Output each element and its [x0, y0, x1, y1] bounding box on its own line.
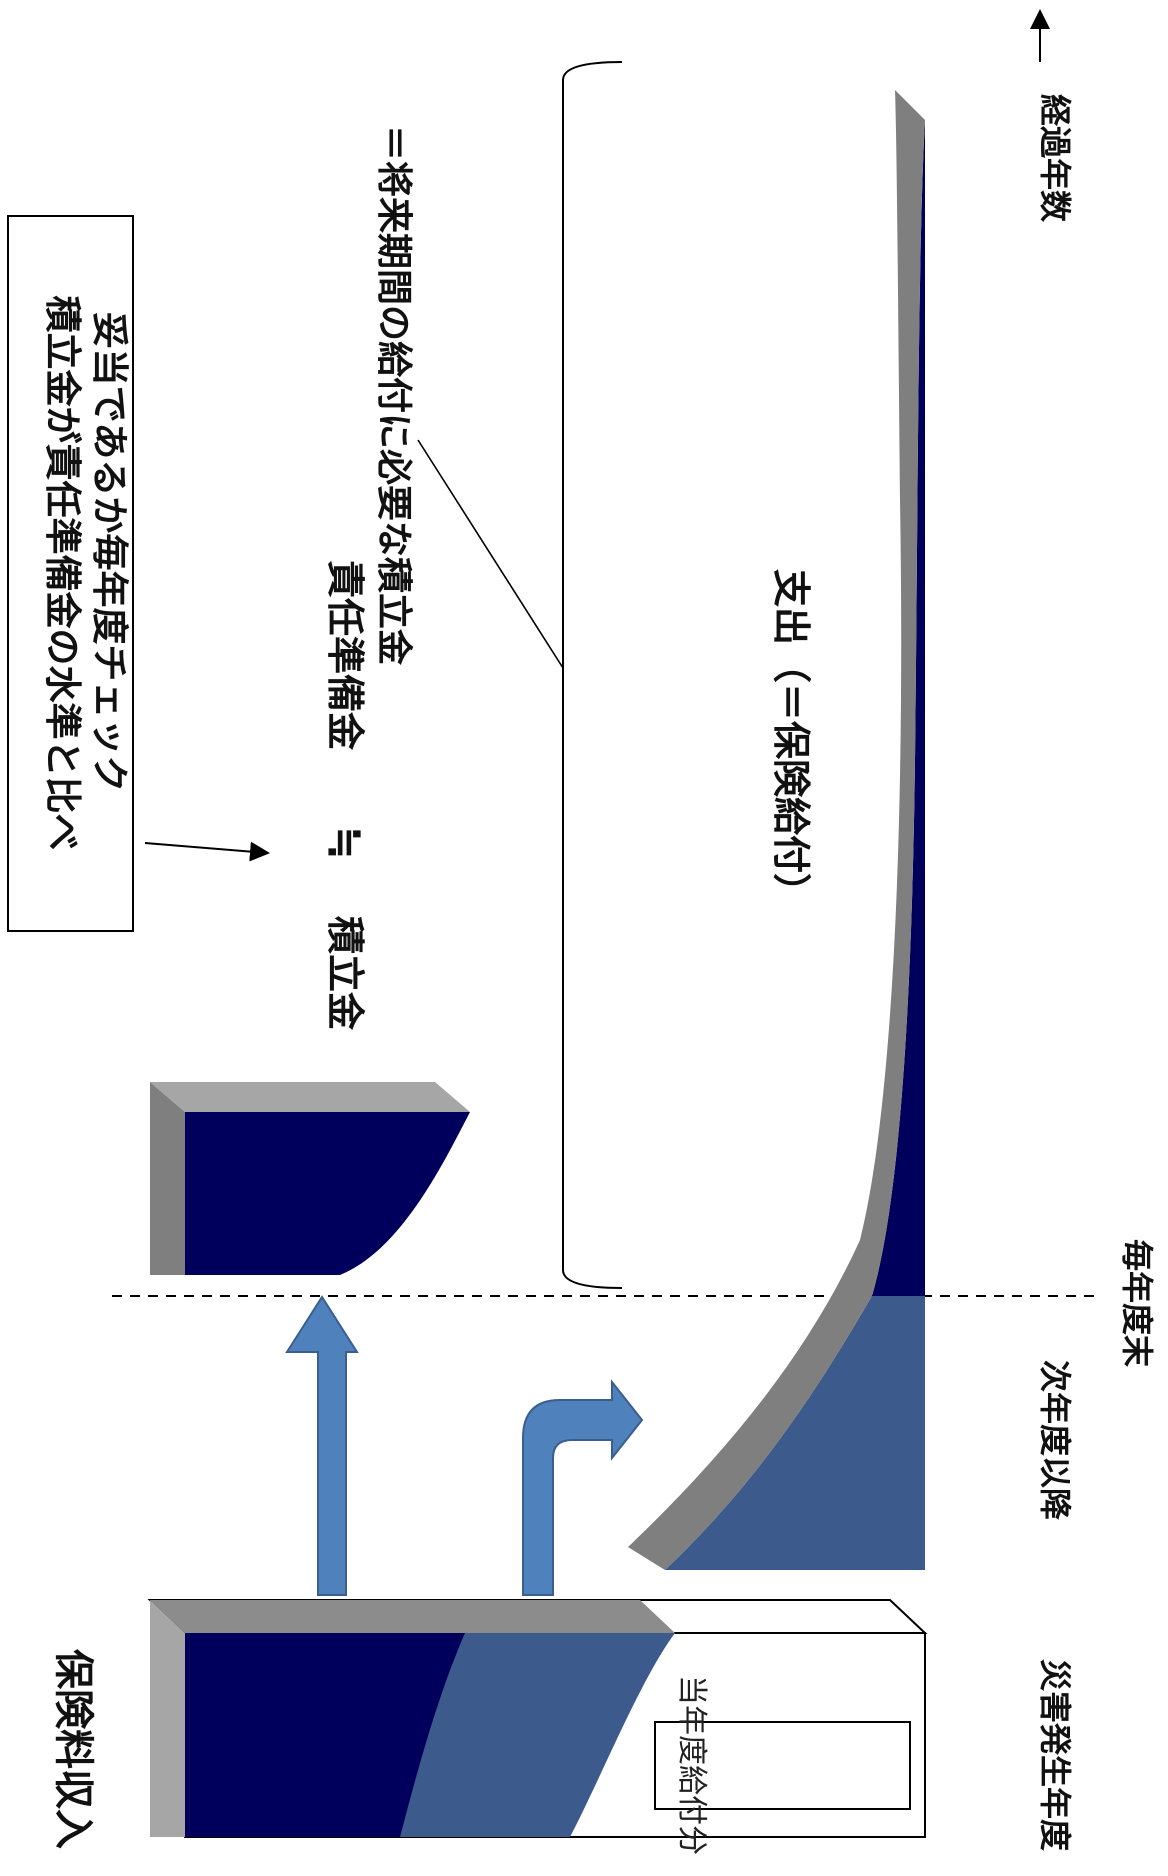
bracket-leader-line — [417, 439, 564, 669]
approx-equal-sign: ≒ — [322, 826, 368, 860]
policy-reserve-definition: ＝将来期間の給付に必要な積立金 — [373, 125, 415, 666]
premium-income-label: 保険料収入 — [50, 1649, 96, 1849]
premium-income-block: 当年度給付分 — [147, 1599, 928, 1855]
annual-check-box: 積立金が責任準備金の水準と比べ 妥当であるか毎年度チェック — [7, 215, 134, 932]
expenditure-area — [628, 90, 925, 1570]
check-box-line2: 妥当であるか毎年度チェック — [88, 312, 131, 793]
expenditure-label: 支出（＝保険給付） — [769, 569, 813, 911]
elapsed-years-label: 経過年数 — [1036, 94, 1074, 223]
current-year-payment-box — [654, 1721, 911, 1810]
each-year-end-label: 毎年度末 — [1118, 1239, 1156, 1367]
arrow-to-reserve — [285, 1295, 359, 1596]
disaster-year-label: 災害発生年度 — [1036, 1659, 1074, 1851]
check-pointer-arrow — [144, 841, 270, 862]
current-year-payment-label: 当年度給付分 — [674, 1675, 709, 1855]
reserve-fund-block — [150, 1082, 470, 1275]
next-year-onward-label: 次年度以降 — [1036, 1360, 1074, 1521]
future-period-bracket — [562, 61, 623, 1289]
arrow-to-expenditure — [522, 1379, 644, 1596]
reserve-fund-label: 積立金 — [323, 916, 367, 1031]
check-box-line1: 積立金が責任準備金の水準と比べ — [41, 296, 84, 851]
policy-reserve-label: 責任準備金 — [323, 560, 367, 751]
